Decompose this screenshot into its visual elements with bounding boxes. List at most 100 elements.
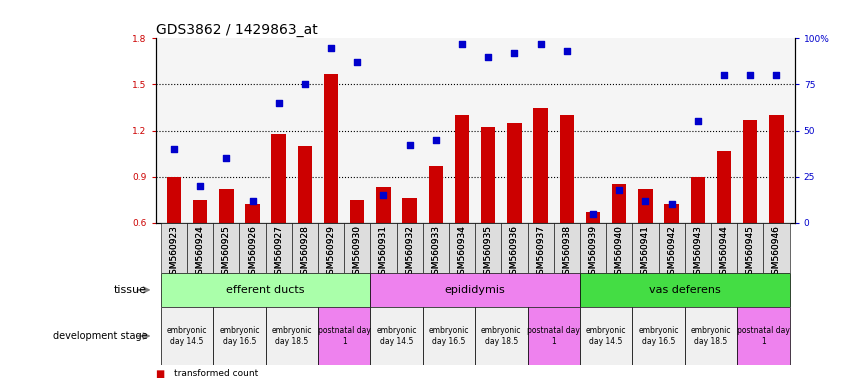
Text: embryonic
day 18.5: embryonic day 18.5	[690, 326, 731, 346]
Point	[665, 201, 679, 207]
Bar	[429, 166, 443, 223]
Bar	[685, 307, 737, 365]
Point	[691, 118, 705, 124]
Text: transformed count: transformed count	[174, 369, 258, 377]
Bar	[580, 307, 632, 365]
Text: GSM560925: GSM560925	[222, 225, 230, 280]
Bar	[533, 108, 547, 223]
Text: GSM560927: GSM560927	[274, 225, 283, 280]
Point	[743, 72, 757, 78]
Bar	[664, 204, 679, 223]
Bar	[606, 223, 632, 273]
Text: GSM560938: GSM560938	[563, 225, 571, 280]
Text: efferent ducts: efferent ducts	[226, 285, 304, 295]
Point	[351, 59, 364, 65]
Point	[429, 137, 442, 143]
Text: GSM560926: GSM560926	[248, 225, 257, 280]
Text: development stage: development stage	[52, 331, 147, 341]
Text: GSM560927: GSM560927	[274, 225, 283, 280]
Bar	[292, 223, 318, 273]
Text: GSM560943: GSM560943	[693, 225, 702, 280]
Bar	[580, 223, 606, 273]
Bar	[161, 307, 214, 365]
Text: embryonic
day 14.5: embryonic day 14.5	[167, 326, 207, 346]
Text: GSM560940: GSM560940	[615, 225, 624, 280]
Point	[299, 81, 312, 88]
Point	[193, 183, 207, 189]
Text: ■: ■	[156, 369, 165, 379]
Bar	[318, 223, 344, 273]
Text: embryonic
day 14.5: embryonic day 14.5	[376, 326, 417, 346]
Bar	[272, 134, 286, 223]
Bar	[527, 223, 553, 273]
Text: vas deferens: vas deferens	[649, 285, 721, 295]
Text: GSM560945: GSM560945	[746, 225, 754, 280]
Text: GSM560939: GSM560939	[589, 225, 598, 280]
Point	[612, 187, 626, 193]
Text: GSM560931: GSM560931	[379, 225, 388, 280]
Text: GSM560931: GSM560931	[379, 225, 388, 280]
Text: GSM560941: GSM560941	[641, 225, 650, 280]
Bar	[586, 212, 600, 223]
Point	[325, 45, 338, 51]
Bar	[161, 223, 187, 273]
Text: GSM560946: GSM560946	[772, 225, 781, 280]
Point	[482, 54, 495, 60]
Text: GSM560934: GSM560934	[458, 225, 467, 280]
Bar	[214, 223, 240, 273]
Text: embryonic
day 16.5: embryonic day 16.5	[429, 326, 469, 346]
Text: GSM560944: GSM560944	[720, 225, 728, 280]
Point	[272, 100, 285, 106]
Text: GSM560935: GSM560935	[484, 225, 493, 280]
Text: embryonic
day 18.5: embryonic day 18.5	[481, 326, 521, 346]
Text: GSM560933: GSM560933	[431, 225, 441, 280]
Bar	[717, 151, 731, 223]
Bar	[423, 307, 475, 365]
Point	[455, 41, 468, 47]
Bar	[318, 307, 370, 365]
Text: GSM560940: GSM560940	[615, 225, 624, 280]
Bar	[507, 123, 521, 223]
Bar	[527, 307, 580, 365]
Bar	[659, 223, 685, 273]
Point	[560, 48, 574, 55]
Text: GSM560924: GSM560924	[196, 225, 204, 280]
Bar	[580, 273, 790, 307]
Point	[220, 155, 233, 161]
Bar	[711, 223, 737, 273]
Text: GSM560928: GSM560928	[300, 225, 309, 280]
Text: GSM560939: GSM560939	[589, 225, 598, 280]
Bar	[449, 223, 475, 273]
Bar	[167, 177, 181, 223]
Text: GSM560924: GSM560924	[196, 225, 204, 280]
Point	[717, 72, 731, 78]
Bar	[553, 223, 580, 273]
Text: GSM560925: GSM560925	[222, 225, 230, 280]
Text: epididymis: epididymis	[445, 285, 505, 295]
Text: GSM560934: GSM560934	[458, 225, 467, 280]
Bar	[370, 223, 397, 273]
Bar	[638, 189, 653, 223]
Bar	[423, 223, 449, 273]
Bar	[370, 307, 423, 365]
Text: GSM560937: GSM560937	[537, 225, 545, 280]
Text: GSM560946: GSM560946	[772, 225, 781, 280]
Text: GSM560935: GSM560935	[484, 225, 493, 280]
Bar	[214, 307, 266, 365]
Bar	[743, 120, 758, 223]
Bar	[764, 223, 790, 273]
Text: GSM560929: GSM560929	[326, 225, 336, 280]
Point	[167, 146, 181, 152]
Bar	[298, 146, 312, 223]
Text: GSM560926: GSM560926	[248, 225, 257, 280]
Text: GSM560923: GSM560923	[169, 225, 178, 280]
Point	[638, 197, 652, 204]
Text: GSM560945: GSM560945	[746, 225, 754, 280]
Bar	[455, 115, 469, 223]
Point	[534, 41, 547, 47]
Text: GSM560923: GSM560923	[169, 225, 178, 280]
Bar	[559, 115, 574, 223]
Bar	[370, 273, 580, 307]
Text: GSM560937: GSM560937	[537, 225, 545, 280]
Bar	[632, 223, 659, 273]
